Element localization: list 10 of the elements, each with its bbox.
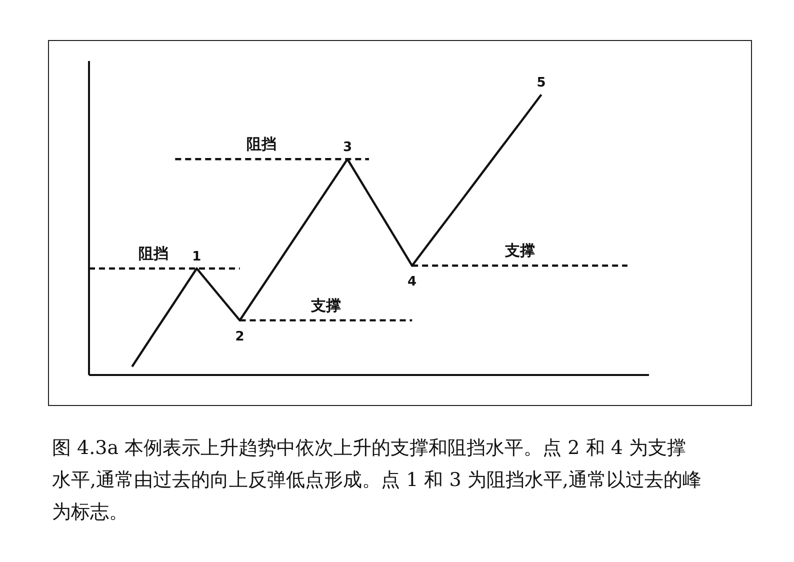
annotation: 1 — [192, 249, 202, 264]
series-label: 阻挡 — [138, 244, 169, 262]
annotation: 4 — [408, 274, 417, 290]
annotation: 3 — [342, 140, 352, 156]
series-label: 阻挡 — [246, 135, 276, 154]
series-label: 支撑 — [504, 242, 535, 260]
caption: 图 4.3a 本例表示上升趋势中依次上升的支撑和阻挡水平。点 2 和 4 为支撑水平,通常由过去的向上反弹低点形成。点 1 和 3 为阻挡水平,通常以过去的峰为标志。 — [52, 436, 702, 525]
annotation: 5 — [536, 76, 546, 91]
series-label: 支撑 — [310, 296, 341, 314]
annotation: 2 — [235, 329, 244, 344]
